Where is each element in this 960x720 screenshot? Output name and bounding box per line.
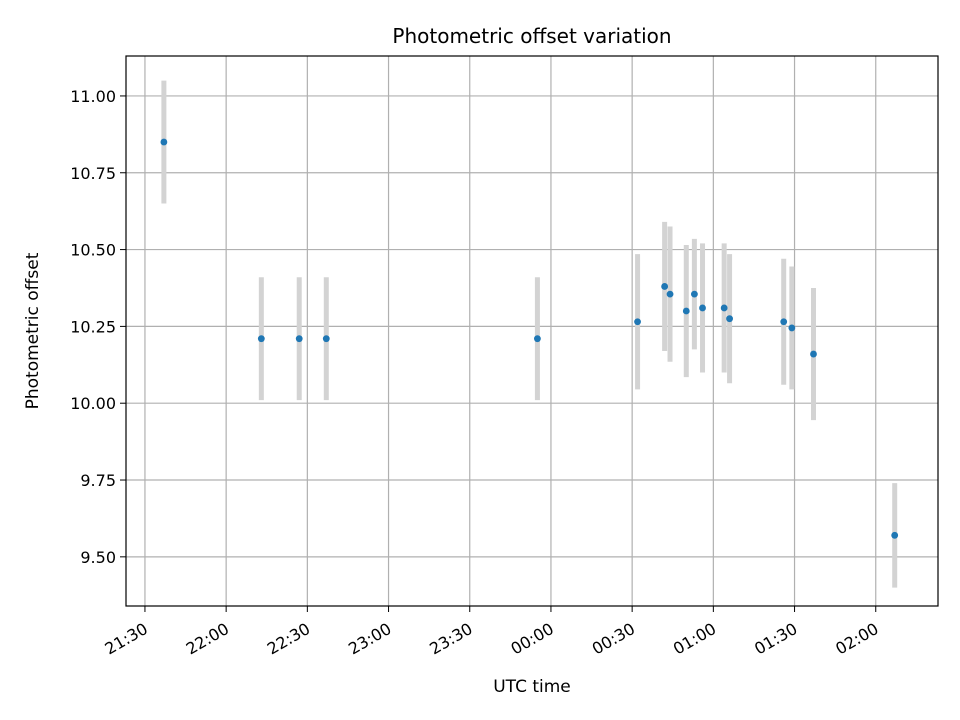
point-layer (160, 138, 899, 539)
y-tick-label: 9.50 (80, 548, 116, 567)
chart-title: Photometric offset variation (392, 24, 671, 48)
x-axis-label: UTC time (493, 677, 571, 697)
x-tick-label: 23:00 (345, 619, 394, 659)
y-tick-label: 10.50 (70, 241, 116, 260)
data-point (699, 304, 706, 312)
y-tick-label: 9.75 (80, 471, 116, 490)
data-point (891, 531, 899, 539)
x-tick-label: 22:30 (264, 619, 313, 659)
data-point (666, 290, 674, 298)
x-tick-label: 22:00 (183, 619, 232, 659)
y-axis-label: Photometric offset (23, 252, 43, 409)
x-tick-label: 01:00 (670, 619, 719, 659)
x-tick-label: 00:00 (508, 619, 557, 659)
x-tick-label: 01:30 (751, 619, 800, 659)
y-tick-label: 10.00 (70, 394, 116, 413)
data-point (691, 290, 698, 298)
x-tick-label: 21:30 (102, 619, 151, 659)
data-point (788, 324, 796, 332)
data-point (295, 335, 303, 343)
data-point (720, 304, 728, 312)
y-tick-label: 11.00 (70, 87, 116, 106)
errorbar-layer (161, 80, 898, 588)
data-point (780, 318, 788, 326)
x-tick-label: 23:30 (426, 619, 475, 659)
x-tick-label: 02:00 (832, 619, 881, 659)
plot-frame (125, 55, 939, 607)
data-point (322, 335, 330, 343)
data-point (810, 350, 817, 358)
y-tick-label: 10.75 (70, 164, 116, 183)
data-point (682, 307, 690, 315)
data-point (726, 315, 733, 323)
y-tick-label: 10.25 (70, 317, 116, 336)
data-point (634, 318, 641, 326)
x-tick-label: 00:30 (589, 619, 638, 659)
data-point (661, 283, 669, 290)
data-point (160, 138, 168, 146)
data-point (534, 335, 541, 343)
data-point (257, 335, 265, 343)
grid-layer (126, 56, 938, 606)
